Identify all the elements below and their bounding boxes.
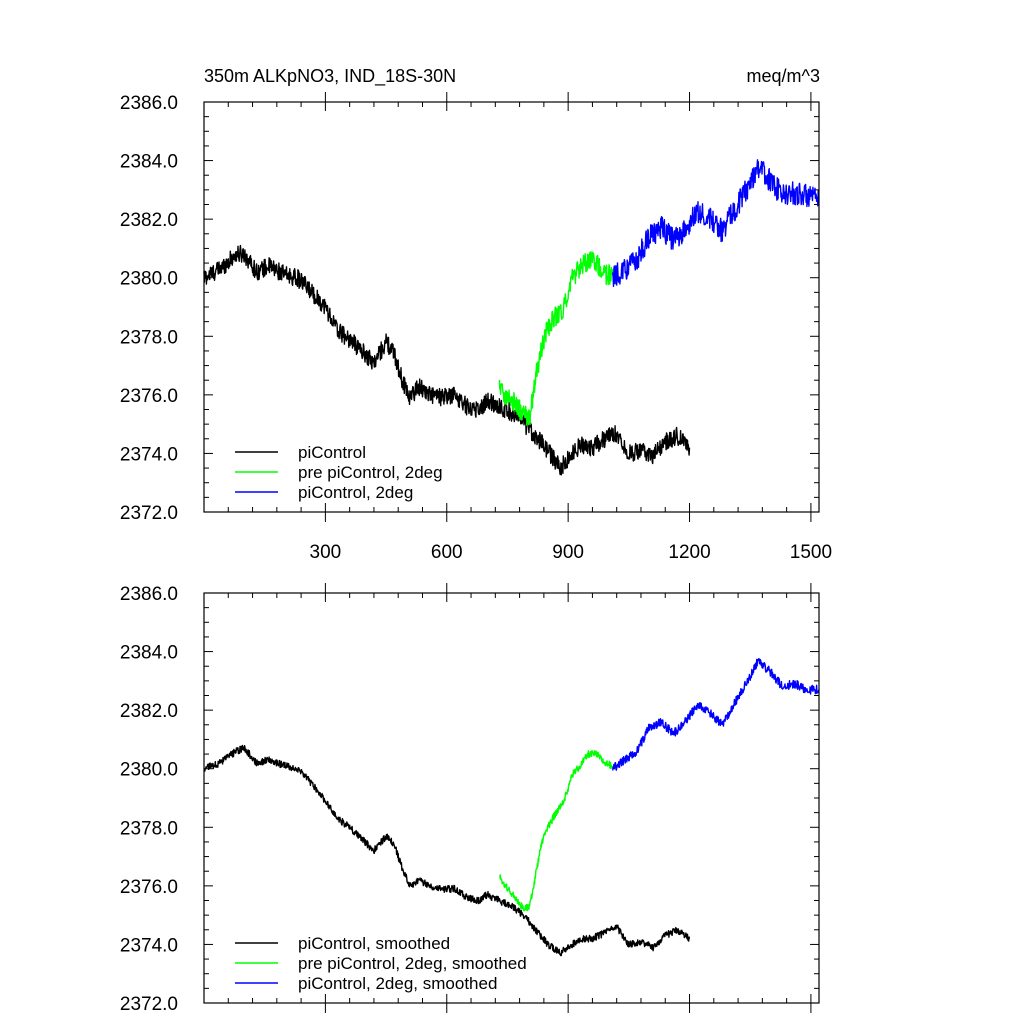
y-tick-label: 2374.0 — [120, 935, 178, 956]
series-group — [203, 159, 820, 476]
legend-label: pre piControl, 2deg — [298, 463, 443, 482]
y-tick-label: 2382.0 — [120, 701, 178, 722]
series-line — [203, 744, 691, 957]
x-tick-label: 600 — [431, 542, 463, 563]
y-tick-labels: 2372.0 2374.0 2376.0 2378.0 2380.0 2382.… — [120, 584, 178, 1015]
legend: piControl pre piControl, 2deg piControl,… — [235, 443, 443, 502]
series-line — [499, 750, 614, 912]
y-tick-label: 2376.0 — [120, 386, 178, 407]
legend-label: piControl, 2deg — [298, 483, 413, 502]
x-tick-label: 300 — [310, 542, 342, 563]
legend-entry: piControl, 2deg — [235, 483, 413, 502]
y-tick-label: 2380.0 — [120, 760, 178, 781]
legend-label: piControl, smoothed — [298, 934, 450, 953]
legend-entry: pre piControl, 2deg, smoothed — [235, 954, 527, 973]
y-tick-label: 2378.0 — [120, 818, 178, 839]
legend-entry: piControl, smoothed — [235, 934, 450, 953]
series-line — [498, 251, 614, 426]
x-tick-label: 1500 — [790, 542, 832, 563]
legend-entry: pre piControl, 2deg — [235, 463, 443, 482]
axis-ticks — [204, 583, 819, 1013]
chart-title: 350m ALKpNO3, IND_18S-30N — [204, 66, 456, 87]
plot-frame — [203, 592, 820, 1004]
series-line — [612, 159, 820, 288]
y-tick-label: 2384.0 — [120, 643, 178, 664]
series-line — [203, 244, 691, 476]
x-tick-labels: 300 600 900 1200 1500 — [310, 542, 833, 563]
y-tick-label: 2374.0 — [120, 444, 178, 465]
chart-units: meq/m^3 — [747, 66, 820, 86]
y-tick-label: 2382.0 — [120, 210, 178, 231]
y-tick-label: 2386.0 — [120, 93, 178, 114]
panel-raw: 350m ALKpNO3, IND_18S-30N meq/m^3 2372.0… — [120, 66, 832, 563]
legend-label: piControl — [298, 443, 366, 462]
legend: piControl, smoothed pre piControl, 2deg,… — [235, 934, 527, 993]
y-tick-label: 2372.0 — [120, 503, 178, 524]
y-tick-label: 2384.0 — [120, 152, 178, 173]
legend-label: piControl, 2deg, smoothed — [298, 974, 497, 993]
panel-smoothed: 2372.0 2374.0 2376.0 2378.0 2380.0 2382.… — [120, 583, 820, 1015]
y-tick-label: 2380.0 — [120, 269, 178, 290]
series-line — [612, 658, 820, 771]
y-tick-label: 2378.0 — [120, 327, 178, 348]
y-tick-label: 2376.0 — [120, 877, 178, 898]
plot-frame — [203, 101, 820, 513]
y-tick-label: 2372.0 — [120, 994, 178, 1015]
legend-entry: piControl, 2deg, smoothed — [235, 974, 497, 993]
x-tick-label: 900 — [552, 542, 584, 563]
y-tick-label: 2386.0 — [120, 584, 178, 605]
legend-entry: piControl — [235, 443, 366, 462]
series-group — [203, 658, 820, 957]
axis-ticks — [204, 92, 819, 522]
x-tick-label: 1200 — [668, 542, 710, 563]
legend-label: pre piControl, 2deg, smoothed — [298, 954, 527, 973]
y-tick-labels: 2372.0 2374.0 2376.0 2378.0 2380.0 2382.… — [120, 93, 178, 524]
